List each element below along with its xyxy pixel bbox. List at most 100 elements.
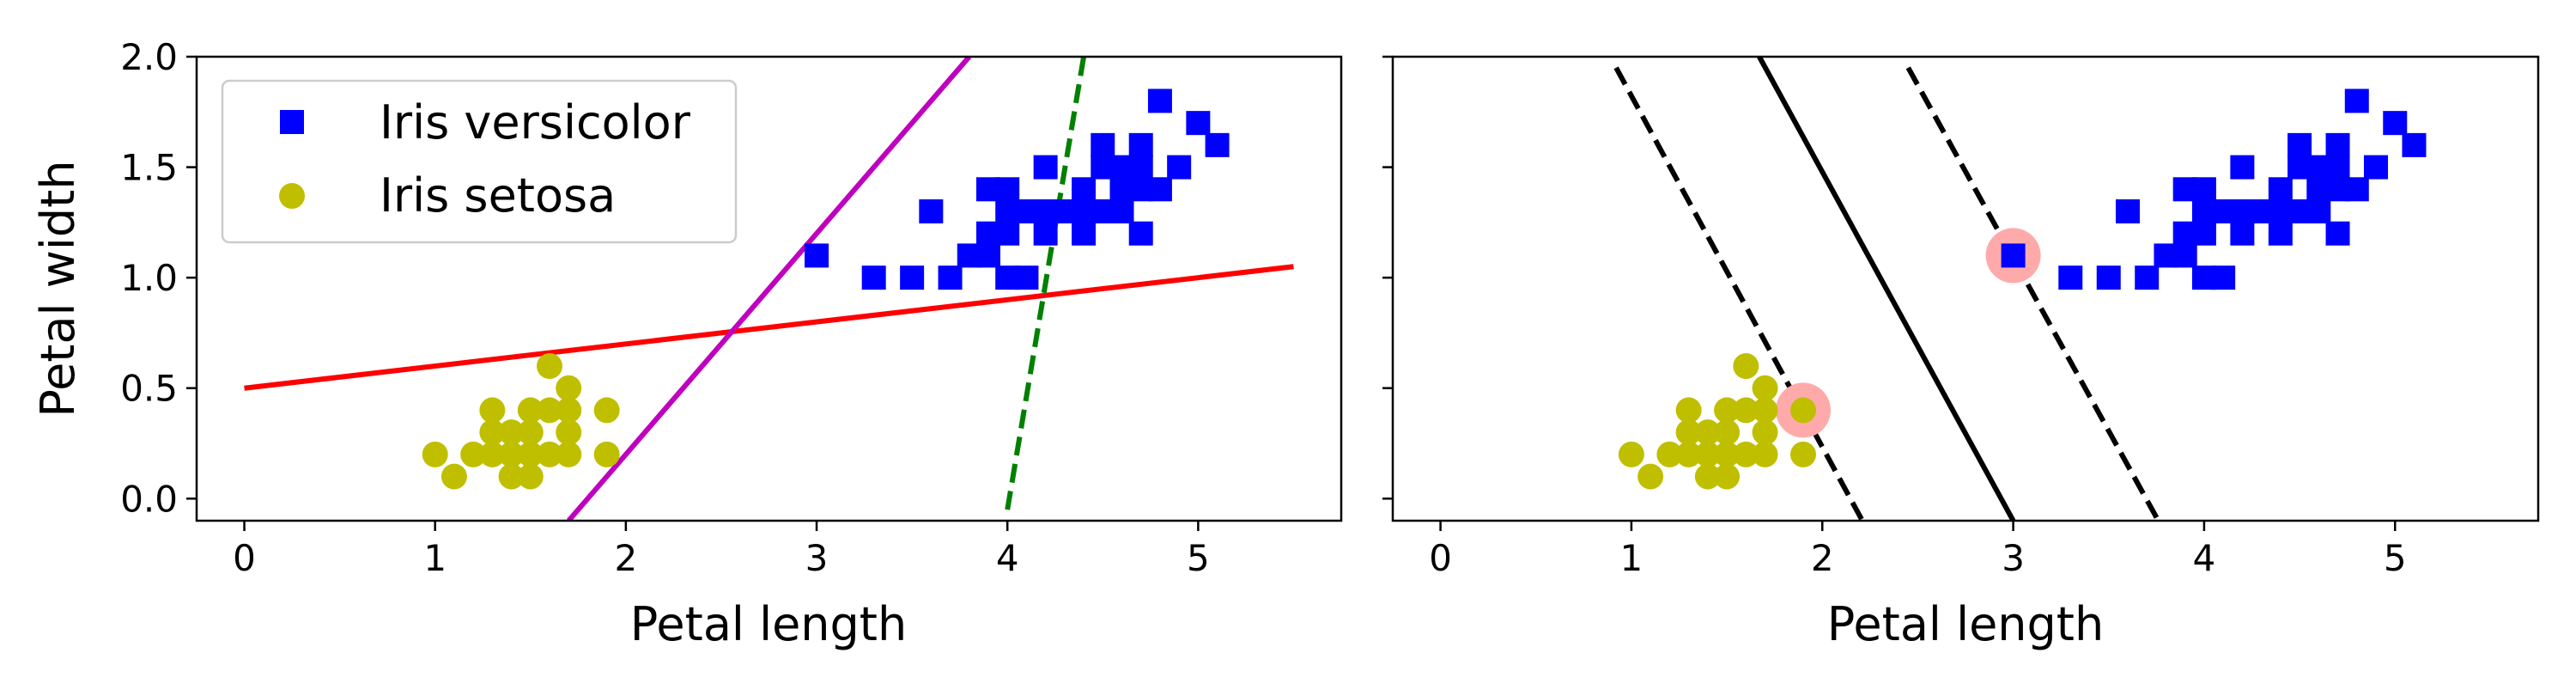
versicolor-point [2383,111,2408,136]
versicolor-point [2230,221,2255,246]
versicolor-point [1014,266,1039,290]
versicolor-point [1147,177,1172,202]
setosa-point [498,441,525,467]
versicolor-point [1167,155,1192,180]
x-tick-label: 4 [996,537,1019,579]
versicolor-point [2096,266,2121,290]
setosa-point [556,375,582,401]
setosa-point [1675,397,1702,424]
y-tick-label: 0.0 [120,478,178,520]
versicolor-point [1109,199,1134,223]
versicolor-point [2230,155,2255,180]
dashed-boundary-line [1005,57,1087,510]
setosa-point [479,441,506,467]
x-tick-label: 5 [1187,537,1210,579]
legend-versicolor-label: Iris versicolor [380,95,691,150]
legend: Iris versicolor Iris setosa [221,79,738,244]
versicolor-point [2268,177,2293,202]
setosa-point [593,441,620,467]
versicolor-point [2001,243,2026,268]
setosa-point [1733,441,1759,467]
setosa-point [1675,441,1702,467]
setosa-point [517,441,544,467]
versicolor-point [1147,89,1172,113]
setosa-point [460,441,487,467]
setosa-point [1752,375,1778,401]
x-tick-label: 0 [1429,537,1452,579]
setosa-point [517,397,544,424]
setosa-point [1637,463,1664,490]
setosa-point [498,463,525,490]
setosa-point [1752,441,1778,467]
versicolor-point [2325,221,2350,246]
setosa-point [1790,397,1817,424]
versicolor-point [995,221,1020,246]
versicolor-point [975,243,1000,268]
y-tick-label: 1.5 [120,147,178,189]
setosa-point [1694,463,1721,490]
versicolor-point [2211,266,2236,290]
setosa-point [1733,397,1759,424]
versicolor-point [2325,132,2350,157]
x-tick-label: 3 [805,537,829,579]
solid-boundary-line [244,264,1294,391]
versicolor-point [1128,155,1153,180]
setosa-point [1790,441,1817,467]
right-plot-frame [1391,55,2540,522]
versicolor-point [938,266,963,290]
versicolor-point [1072,221,1097,246]
setosa-point [422,441,448,467]
setosa-point [517,419,544,446]
setosa-point [537,397,563,424]
x-tick-label: 5 [2384,537,2407,579]
x-tick-label: 3 [2002,537,2025,579]
setosa-point [1656,441,1683,467]
setosa-point [593,397,620,424]
legend-box [221,79,738,244]
setosa-point [556,419,582,446]
setosa-point [556,397,582,424]
versicolor-point [2402,132,2427,157]
versicolor-point [2191,221,2216,246]
versicolor-point [2268,221,2293,246]
versicolor-point [861,266,886,290]
left-chart-panel: 0 1 2 3 4 5 0.0 0.5 1.0 1.5 2.0 Petal length Peta… [31,36,1343,651]
setosa-point [556,441,582,467]
dashed-boundary-line [1905,66,2161,521]
right-x-axis-label: Petal length [1827,597,2104,651]
setosa-point [1618,441,1644,467]
setosa-point [1752,397,1778,424]
x-tick-label: 2 [1811,537,1834,579]
versicolor-point [2172,243,2197,268]
versicolor-point [2364,155,2389,180]
legend-versicolor-marker [280,110,304,134]
versicolor-point [2344,177,2369,202]
solid-boundary-line [1757,57,2016,521]
setosa-point [1714,463,1741,490]
versicolor-point [1033,155,1058,180]
versicolor-point [2135,266,2160,290]
y-tick-label: 2.0 [120,36,178,78]
versicolor-point [805,243,829,268]
versicolor-point [1186,111,1211,136]
versicolor-point [2115,199,2140,223]
left-y-axis-label: Petal width [31,160,85,417]
dashed-boundary-line [1613,66,1865,521]
x-tick-label: 0 [233,537,256,579]
setosa-point [1752,419,1778,446]
versicolor-point [919,199,944,223]
setosa-point [498,419,525,446]
versicolor-point [2306,199,2331,223]
y-tick-label: 0.5 [120,368,178,410]
solid-boundary-line [566,57,972,521]
setosa-point [479,397,506,424]
versicolor-point [1128,221,1153,246]
versicolor-point [2287,132,2312,157]
setosa-point [1714,441,1741,467]
versicolor-point [2344,89,2369,113]
x-tick-label: 1 [1620,537,1643,579]
left-x-axis-label: Petal length [630,597,907,651]
versicolor-point [1205,132,1230,157]
setosa-point [537,353,563,379]
